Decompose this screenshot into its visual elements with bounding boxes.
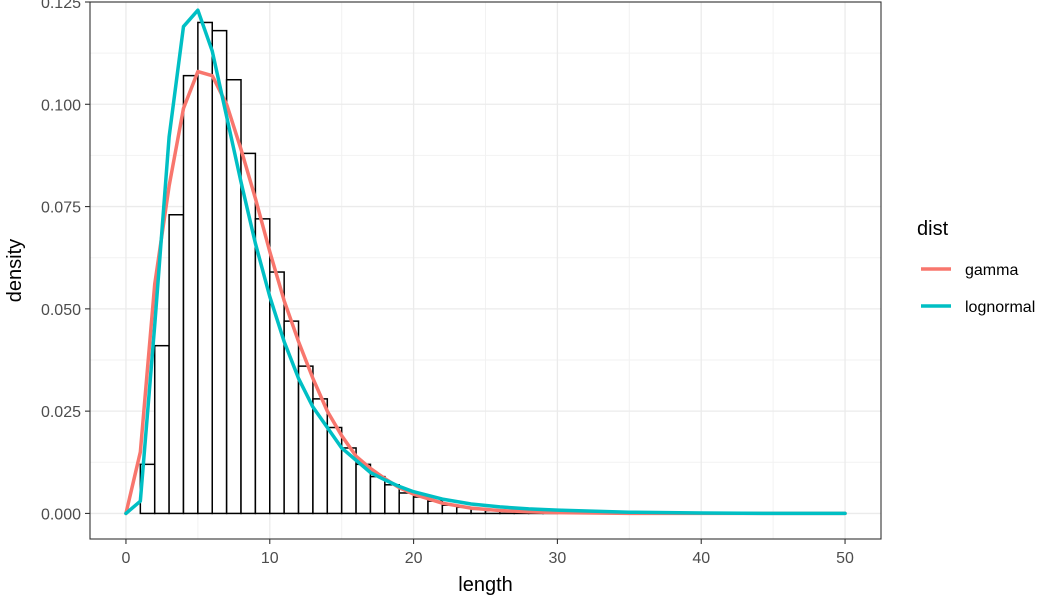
x-tick-label: 20 (405, 550, 423, 567)
x-tick-label: 50 (836, 550, 854, 567)
histogram-bar (153, 344, 170, 515)
x-tick-label: 10 (261, 550, 279, 567)
legend-label-gamma: gamma (965, 262, 1018, 279)
histogram-bar (254, 218, 271, 515)
histogram-bar (182, 74, 199, 515)
histogram-bar (398, 492, 415, 515)
legend-title: dist (917, 218, 949, 240)
legend: dist gamma lognormal (917, 218, 1035, 316)
panel-border (89, 1, 882, 540)
axes: 0 10 20 30 40 50 0.000 0.025 0.050 0.075 0.100 0.12… (41, 0, 854, 567)
x-axis-title: length (458, 574, 513, 596)
y-tick-label: 0.075 (41, 200, 81, 217)
y-tick-label: 0.050 (41, 302, 81, 319)
y-axis-title: density (4, 239, 26, 302)
histogram-bar (297, 365, 314, 515)
histogram-bars (139, 21, 559, 515)
series-line-gamma (124, 69, 847, 516)
density-lines (124, 8, 847, 516)
x-tick-label: 40 (692, 550, 710, 567)
legend-label-lognormal: lognormal (965, 299, 1035, 316)
histogram-bar (384, 484, 400, 515)
y-tick-label: 0.000 (41, 506, 81, 523)
y-tick-label: 0.025 (41, 404, 81, 421)
histogram-bar (369, 475, 386, 515)
series-line-lognormal (124, 8, 847, 516)
y-tick-label: 0.125 (41, 0, 81, 12)
histogram-bar (168, 214, 185, 515)
histogram-bar (197, 21, 213, 515)
x-tick-label: 30 (549, 550, 567, 567)
y-tick-label: 0.100 (41, 97, 81, 114)
x-tick-label: 0 (122, 550, 131, 567)
